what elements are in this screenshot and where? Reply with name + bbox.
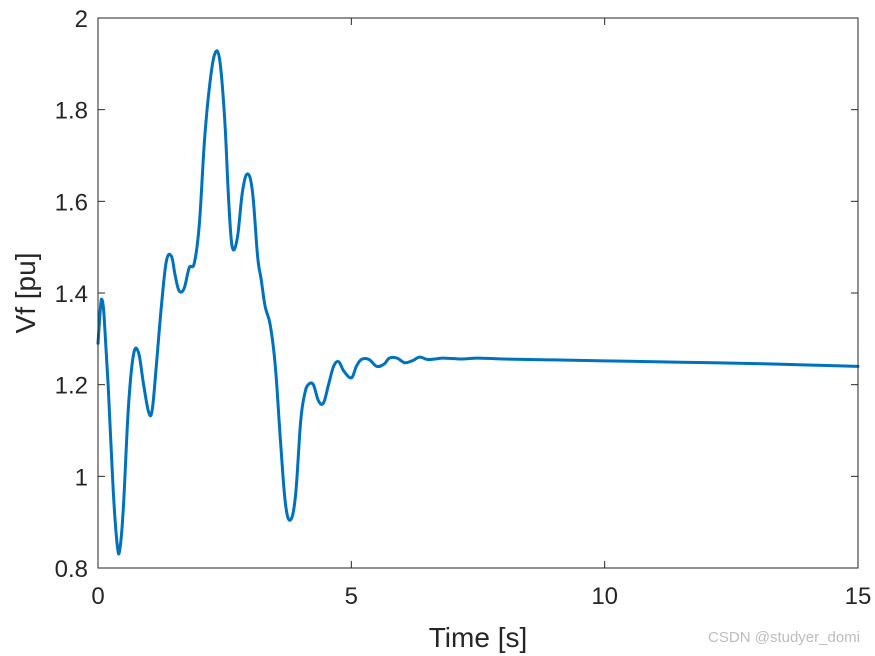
x-axis: 0 5 10 15 bbox=[91, 18, 871, 610]
y-tick-label: 1 bbox=[75, 464, 88, 491]
y-tick-label: 1.6 bbox=[55, 189, 88, 216]
y-tick-label: 2 bbox=[75, 6, 88, 33]
x-tick-label: 5 bbox=[345, 583, 358, 610]
x-tick-label: 15 bbox=[845, 583, 872, 610]
watermark-text: CSDN @studyer_domi bbox=[708, 629, 860, 646]
x-tick-label: 10 bbox=[591, 583, 618, 610]
plot-area bbox=[98, 18, 858, 568]
y-tick-label: 0.8 bbox=[55, 556, 88, 583]
y-tick-label: 1.4 bbox=[55, 281, 88, 308]
y-tick-label: 1.2 bbox=[55, 373, 88, 400]
y-axis-label: Vf [pu] bbox=[10, 253, 41, 334]
y-tick-label: 1.8 bbox=[55, 98, 88, 125]
series-layer bbox=[96, 49, 860, 556]
x-axis-label: Time [s] bbox=[429, 622, 528, 653]
x-tick-label: 0 bbox=[91, 583, 104, 610]
y-axis: 0.8 1 1.2 1.4 1.6 1.8 2 bbox=[55, 6, 858, 583]
series-line-0 bbox=[96, 49, 860, 556]
